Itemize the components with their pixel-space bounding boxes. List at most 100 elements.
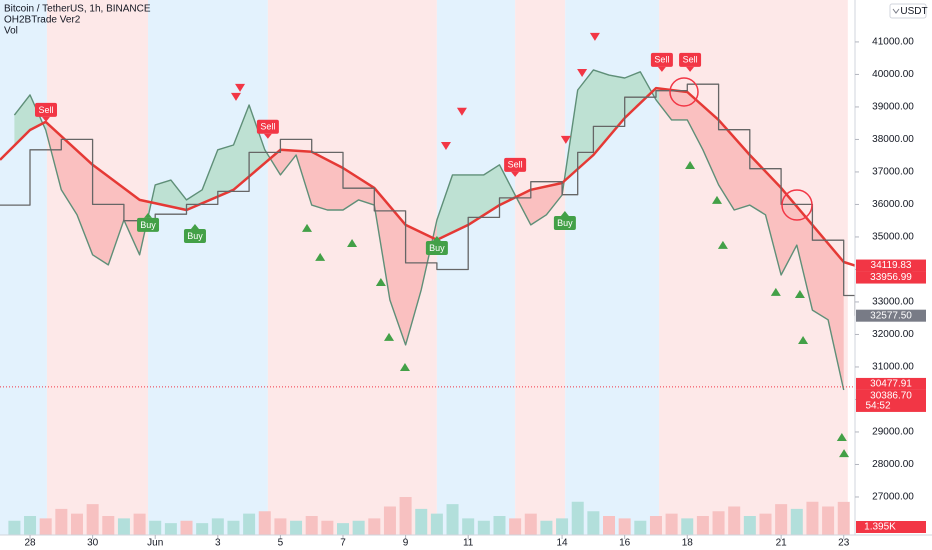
- volume-bar: [806, 501, 819, 535]
- up-marker: [836, 433, 847, 442]
- signal-label-bg: [256, 119, 279, 134]
- x-tick-label: 7: [340, 538, 346, 549]
- volume-bar: [837, 501, 850, 535]
- volume-bar: [133, 513, 146, 535]
- volume-bar: [790, 508, 803, 535]
- volume-bar: [571, 501, 584, 535]
- y-tick-label: 32000.00: [872, 329, 914, 340]
- area-fill: [148, 105, 268, 218]
- x-tick-label: 9: [403, 538, 409, 549]
- trend-region: [148, 0, 268, 535]
- signal-text: Sell: [38, 105, 53, 115]
- signal-pointer: [190, 223, 199, 229]
- y-tick-label: 38000.00: [872, 134, 914, 145]
- signal-label-bg: [504, 157, 527, 172]
- price-label-bg: [856, 271, 926, 284]
- volume-bar: [618, 518, 631, 535]
- y-tick-label: 31000.00: [872, 362, 914, 373]
- volume-bar: [180, 520, 193, 535]
- up-marker: [375, 277, 386, 286]
- price-label: 30386.70: [870, 391, 912, 402]
- volume-bar: [70, 513, 83, 535]
- volume-bar: [634, 520, 647, 535]
- trend-region: [436, 0, 516, 535]
- x-tick-label: 3: [215, 538, 221, 549]
- price-label: 32577.50: [870, 310, 912, 321]
- y-tick-label: 33000.00: [872, 297, 914, 308]
- volume-label-bg: [856, 521, 926, 533]
- volume-bar: [540, 520, 553, 535]
- volume-bar: [462, 518, 475, 535]
- volume-bar: [102, 516, 115, 535]
- signal-pointer: [432, 235, 441, 241]
- volume-bar: [556, 518, 569, 535]
- currency-label[interactable]: USDT: [900, 6, 927, 17]
- volume-bar: [149, 520, 162, 535]
- trend-region: [515, 0, 566, 535]
- price-label-bg: [856, 259, 926, 272]
- y-tick-label: 35000.00: [872, 232, 914, 243]
- volume-bar: [603, 516, 616, 535]
- area-fill: [46, 123, 148, 265]
- up-marker: [711, 195, 722, 204]
- volume-bar: [274, 518, 287, 535]
- signal-text: Buy: [557, 218, 573, 228]
- down-marker: [235, 83, 246, 92]
- currency-button[interactable]: [889, 3, 927, 19]
- signal-text: Buy: [429, 243, 445, 253]
- up-marker: [302, 223, 313, 232]
- x-tick-label: 5: [278, 538, 284, 549]
- volume-bar: [258, 511, 271, 535]
- volume-bar: [86, 504, 99, 535]
- volume-bar: [728, 506, 741, 535]
- signal-text: Sell: [508, 160, 523, 170]
- chart-title: Bitcoin / TetherUS, 1h, BINANCE: [4, 4, 151, 15]
- up-marker: [347, 238, 358, 247]
- volume-bar: [822, 506, 835, 535]
- signal-text: Buy: [187, 231, 203, 241]
- x-tick-label: 28: [24, 538, 36, 549]
- down-marker: [560, 135, 571, 144]
- volume-bar: [696, 516, 709, 535]
- area-fill: [515, 174, 566, 225]
- down-marker: [440, 141, 451, 150]
- volume-bar: [39, 518, 52, 535]
- volume-label: 1.395K: [864, 522, 896, 533]
- volume-bar: [430, 513, 443, 535]
- up-marker: [315, 252, 326, 261]
- up-marker: [399, 362, 410, 371]
- signal-text: Sell: [683, 55, 698, 65]
- volume-layer: [8, 497, 850, 535]
- indicator-name: OH2BTrade Ver2: [4, 15, 81, 26]
- volume-bar: [196, 523, 209, 535]
- y-tick-label: 37000.00: [872, 167, 914, 178]
- signal-pointer: [263, 133, 272, 139]
- y-tick-label: 39000.00: [872, 102, 914, 113]
- volume-bar: [243, 513, 256, 535]
- signal-label-bg: [679, 52, 702, 67]
- up-marker: [839, 449, 850, 458]
- volume-bar: [383, 506, 396, 535]
- dropdown-icon[interactable]: [892, 8, 900, 14]
- down-marker: [577, 68, 588, 77]
- up-marker: [794, 289, 805, 298]
- signal-label-bg: [183, 228, 206, 243]
- volume-bar: [117, 518, 130, 535]
- signal-label-bg: [425, 240, 448, 255]
- price-label-bg: [856, 309, 926, 322]
- volume-bar: [509, 518, 522, 535]
- highlight-circle: [781, 189, 813, 221]
- down-marker: [230, 92, 241, 101]
- volume-bar: [164, 523, 177, 535]
- signal-label-bg: [553, 215, 576, 230]
- x-tick-label: 14: [557, 538, 569, 549]
- volume-bar: [759, 513, 772, 535]
- up-marker: [798, 335, 809, 344]
- x-tick-label: Jun: [147, 538, 163, 549]
- trend-region: [0, 0, 47, 535]
- area-fill: [14, 94, 47, 146]
- up-marker: [384, 332, 395, 341]
- marker-layer: Sell Buy Buy Sell Buy Sell Buy Sell Sell: [35, 32, 850, 458]
- volume-bar: [493, 516, 506, 535]
